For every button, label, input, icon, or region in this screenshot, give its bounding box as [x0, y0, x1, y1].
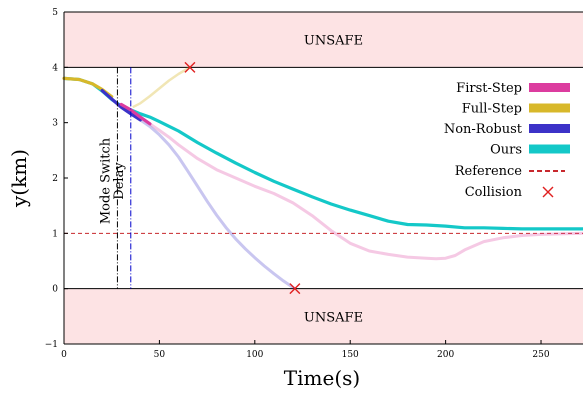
legend-swatch [529, 144, 570, 154]
unsafe-zone-label: UNSAFE [304, 34, 363, 49]
y-tick-label: −1 [45, 340, 58, 350]
series-line-faded-full-step [132, 66, 191, 109]
legend-entry-label: Ours [490, 143, 522, 158]
series-line-first-step [119, 102, 152, 126]
x-tick-label: 150 [342, 350, 359, 360]
legend-swatch [529, 124, 570, 133]
legend-entry-label: Reference [455, 164, 523, 179]
y-tick-label: 4 [52, 63, 58, 73]
x-tick-label: 0 [61, 350, 67, 360]
y-tick-label: 1 [52, 229, 58, 239]
collision-markers [184, 61, 301, 295]
y-tick-label: 2 [52, 174, 58, 184]
unsafe-zone [64, 12, 583, 68]
series-line-non-robust [100, 89, 142, 122]
series-group [62, 66, 583, 290]
legend-entry-label: Collision [465, 185, 523, 200]
x-tick-label: 250 [532, 350, 549, 360]
legend-entry-label: Full-Step [462, 102, 522, 117]
unsafe-zone [64, 288, 583, 344]
collision-marker [184, 61, 196, 73]
series-line-faded-first-step [149, 122, 583, 261]
y-tick-label: 0 [52, 285, 58, 295]
legend-swatch [529, 103, 570, 113]
y-axis-label: y(km) [7, 149, 31, 208]
x-axis-label: Time(s) [284, 366, 360, 390]
y-tick-label: 5 [52, 8, 58, 18]
x-tick-label: 200 [437, 350, 454, 360]
collision-marker [289, 283, 301, 295]
unsafe-zones: UNSAFE UNSAFE [64, 12, 583, 344]
x-tick-label: 50 [154, 350, 166, 360]
legend-collision-swatch [542, 186, 554, 198]
x-tick-label: 100 [246, 350, 263, 360]
unsafe-zone-label: UNSAFE [304, 310, 363, 325]
legend-entry-label: Non-Robust [444, 122, 523, 137]
annotation-label: Delay [112, 162, 127, 200]
legend: First-Step Full-Step Non-Robust Ours Referen… [444, 81, 570, 200]
series-line-faded-non-robust [139, 118, 296, 290]
legend-swatch [529, 83, 570, 92]
y-tick-label: 3 [52, 119, 58, 129]
legend-entry-label: First-Step [456, 81, 522, 96]
annotation-label: Mode Switch [98, 137, 113, 224]
